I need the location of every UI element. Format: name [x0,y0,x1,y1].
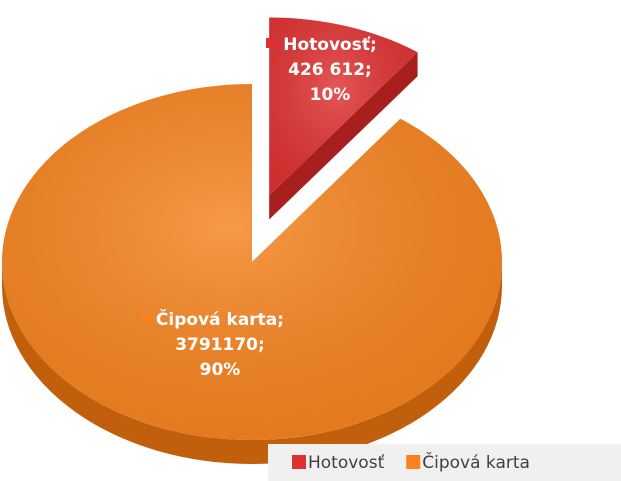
data-label-separator: ; [277,310,284,330]
legend-label: Čipová karta [422,451,530,473]
slice-shade [2,84,503,440]
data-label-line: Hotovosť; [283,35,377,55]
data-label-text: Hotovosť [283,35,371,55]
data-label: Hotovosť; 426 612; 10% [283,35,377,105]
legend: Hotovosť Čipová karta [292,451,530,473]
data-label-line: 10% [310,85,351,105]
data-label-text: 10% [310,85,351,105]
data-label-line: 3791170; [175,335,265,355]
slice-cut [269,52,418,220]
data-label-text: Čipová karta [156,308,277,330]
data-label-separator: ; [370,35,377,55]
data-label-text: 3791170 [175,335,258,355]
data-label-key [266,38,276,48]
data-label-text: 90% [200,360,241,380]
slice-shade [269,17,418,196]
legend-swatch [406,455,421,469]
legend-label: Hotovosť [308,453,385,473]
legend-swatch [292,455,306,469]
data-label-key [142,313,152,323]
data-label-separator: ; [365,60,372,80]
data-label-line: 426 612; [288,60,372,80]
data-label-text: 426 612 [288,60,365,80]
pie: Hotovosť; 426 612; 10%Čipová karta; 3791170… [2,17,503,464]
data-label: Čipová karta; 3791170; 90% [156,308,284,380]
data-label-line: Čipová karta; [156,308,284,330]
data-label-line: 90% [200,360,241,380]
data-label-separator: ; [258,335,265,355]
legend-background [268,444,621,481]
